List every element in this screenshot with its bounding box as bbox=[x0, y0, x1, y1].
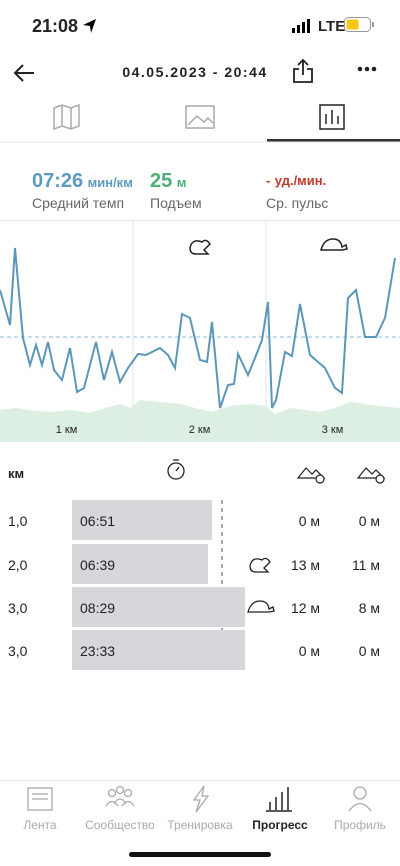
split-descent: 0 м bbox=[358, 513, 380, 529]
photo-tab[interactable] bbox=[185, 105, 215, 129]
split-descent: 8 м bbox=[358, 600, 380, 616]
split-time: 06:51 bbox=[80, 513, 116, 529]
battery-icon bbox=[344, 17, 374, 32]
split-time: 23:33 bbox=[80, 643, 116, 659]
nav-item[interactable]: Тренировка bbox=[167, 818, 233, 832]
split-ascent: 0 м bbox=[298, 513, 320, 529]
nav-icons bbox=[27, 785, 372, 813]
split-time: 06:39 bbox=[80, 557, 116, 573]
km-label: 3 км bbox=[321, 424, 344, 436]
split-time: 08:29 bbox=[80, 600, 116, 616]
stat-pulse-label: Ср. пульс bbox=[266, 195, 329, 211]
map-tab[interactable] bbox=[53, 103, 80, 131]
stat-ascent-label: Подъем bbox=[150, 195, 202, 211]
split-bar bbox=[72, 587, 245, 627]
split-km: 3,0 bbox=[8, 643, 28, 659]
pace-line bbox=[0, 247, 396, 409]
divider bbox=[0, 780, 400, 781]
more-button[interactable] bbox=[357, 66, 377, 72]
signal-icon bbox=[292, 19, 310, 33]
share-button[interactable] bbox=[292, 58, 314, 84]
pace-chart bbox=[0, 220, 400, 442]
descent-icon bbox=[356, 467, 386, 484]
split-km: 1,0 bbox=[8, 513, 28, 529]
home-indicator bbox=[129, 852, 271, 857]
split-ascent: 12 м bbox=[290, 600, 320, 616]
split-ascent: 13 м bbox=[290, 557, 320, 573]
timer-icon bbox=[167, 459, 185, 480]
split-descent: 11 м bbox=[351, 557, 380, 573]
split-bar bbox=[72, 500, 212, 540]
ascent-icon bbox=[296, 467, 326, 484]
nav-item[interactable]: Профиль bbox=[334, 818, 386, 832]
split-km: 3,0 bbox=[8, 600, 28, 616]
table-graphics bbox=[167, 459, 386, 670]
split-ascent: 0 м bbox=[298, 643, 320, 659]
nav-item[interactable]: Сообщество bbox=[85, 818, 155, 832]
stat-pace-label: Средний темп bbox=[32, 195, 125, 211]
elevation-area bbox=[0, 400, 400, 442]
nav-item[interactable]: Лента bbox=[23, 818, 57, 832]
back-button[interactable] bbox=[12, 62, 36, 84]
split-bar bbox=[72, 544, 208, 584]
km-label: 2 км bbox=[188, 424, 211, 436]
table-header: км bbox=[8, 466, 25, 481]
stat-pulse: - уд./мин. bbox=[266, 173, 327, 188]
nav-item[interactable]: Прогресс bbox=[252, 818, 308, 832]
split-bar bbox=[72, 630, 245, 670]
location-icon bbox=[83, 19, 96, 33]
rabbit-icon bbox=[189, 239, 211, 255]
km-label: 1 км bbox=[55, 424, 78, 436]
split-descent: 0 м bbox=[358, 643, 380, 659]
status-time: 21:08 bbox=[32, 16, 79, 36]
turtle-icon bbox=[320, 238, 348, 251]
rabbit-icon bbox=[249, 557, 271, 573]
tab-bar bbox=[0, 103, 400, 143]
status-network: LTE bbox=[318, 18, 346, 35]
split-km: 2,0 bbox=[8, 557, 28, 573]
stat-pace: 07:26 мин/км bbox=[32, 170, 133, 192]
active-tab-indicator bbox=[267, 139, 400, 142]
stats-tab[interactable] bbox=[319, 104, 345, 130]
stat-ascent: 25 м bbox=[150, 170, 187, 192]
turtle-icon bbox=[247, 600, 275, 613]
header-title: 04.05.2023 - 20:44 bbox=[122, 64, 268, 80]
